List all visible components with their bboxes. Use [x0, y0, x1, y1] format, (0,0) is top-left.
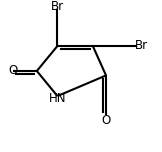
Text: O: O [9, 64, 18, 77]
Text: Br: Br [51, 0, 64, 14]
Text: HN: HN [49, 92, 66, 105]
Text: Br: Br [135, 40, 148, 52]
Text: O: O [101, 114, 111, 127]
